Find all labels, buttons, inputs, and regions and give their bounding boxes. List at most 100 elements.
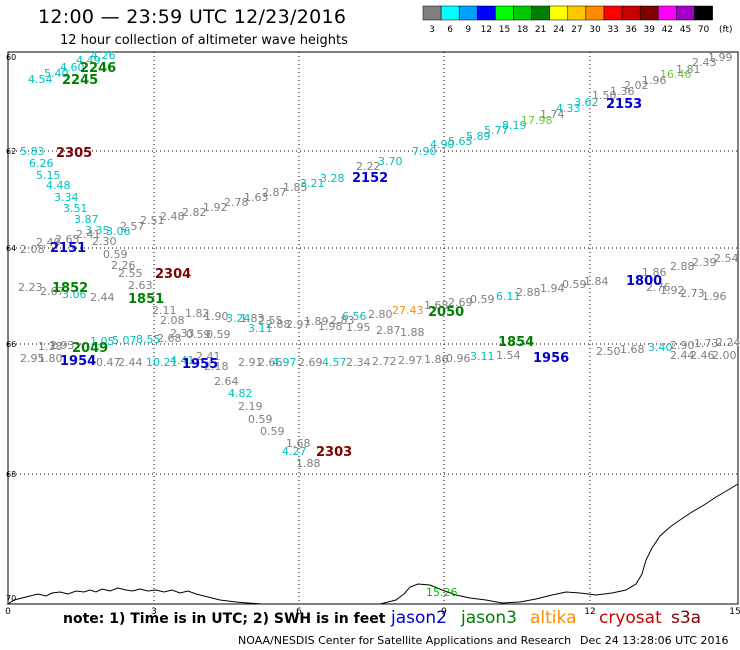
pass-time-label: 1956 (533, 351, 569, 366)
colorbar-unit: (ft) (719, 25, 733, 35)
colorbar-tick: 42 (662, 25, 673, 35)
x-tick-label: 3 (151, 607, 157, 617)
swh-value: 5.77 (484, 124, 509, 137)
swh-value: 1.68 (286, 437, 311, 450)
swh-value: 1.68 (424, 299, 449, 312)
swh-value: 4.41 (170, 354, 195, 367)
swh-value: 1.38 (38, 340, 63, 353)
swh-value: 3.21 (300, 177, 325, 190)
swh-value: 2.08 (20, 243, 45, 256)
pass-time-label: 2153 (606, 97, 642, 112)
swh-value: 1.95 (346, 321, 371, 334)
swh-value: 2.44 (670, 349, 695, 362)
swh-value: 2.34 (346, 356, 371, 369)
pass-time-label: 2305 (56, 146, 92, 161)
swh-value: 6.26 (29, 157, 54, 170)
swh-value: 2.19 (238, 400, 263, 413)
swh-value: 1.85 (283, 181, 308, 194)
swh-value: 2.87 (262, 186, 287, 199)
swh-value: 2.67 (40, 285, 65, 298)
swh-value: 2.08 (160, 314, 185, 327)
colorbar-tick: 45 (680, 25, 691, 35)
swh-value: 1.98 (318, 320, 343, 333)
swh-value: 2.11 (152, 304, 177, 317)
pass-time-label: 2152 (352, 171, 388, 186)
lat-lon-grid (8, 52, 738, 604)
swh-value: 5.07 (112, 334, 137, 347)
swh-value: 2.50 (596, 345, 621, 358)
swh-value: 2.72 (372, 355, 397, 368)
swh-value: 1.84 (584, 275, 609, 288)
swh-value: 8.19 (502, 119, 527, 132)
credit-line: NOAA/NESDIS Center for Satellite Applica… (238, 634, 572, 647)
swh-value: 3.51 (63, 202, 88, 215)
swh-value: 2.55 (118, 267, 143, 280)
swh-value: 1.86 (424, 353, 449, 366)
swh-value: 2.83 (330, 314, 355, 327)
swh-value: 0.59 (248, 413, 273, 426)
generated-timestamp: Dec 24 13:28:06 UTC 2016 (580, 634, 729, 647)
swh-value: 2.30 (92, 235, 117, 248)
swh-value: 1.74 (540, 108, 565, 121)
swh-value: 1.96 (702, 290, 727, 303)
swh-value: 2.88 (266, 318, 291, 331)
pass-time-label: 1954 (60, 354, 96, 369)
colorbar-tick: 36 (625, 25, 637, 35)
swh-value: 2.97 (398, 354, 423, 367)
swh-value: 2.41 (76, 228, 101, 241)
swh-value: 4.27 (282, 445, 307, 458)
swh-value: 2.78 (224, 196, 249, 209)
swh-value: 4.54 (28, 73, 53, 86)
page-title: 12:00 — 23:59 UTC 12/23/2016 (38, 6, 347, 28)
swh-value: 5.83 (20, 145, 45, 158)
swh-value: 1.92 (203, 201, 228, 214)
pass-time-label: 2246 (80, 61, 116, 76)
swh-value: 4.26 (91, 49, 116, 62)
coastline (6, 587, 263, 605)
swh-value: 2.23 (18, 281, 43, 294)
swh-value: 1.89 (304, 315, 329, 328)
y-tick-label: 70 (6, 594, 16, 603)
pass-time-label: 2303 (316, 445, 352, 460)
wave-height-colorbar: 3 6 9 12 15 18 21 24 27 30 33 36 39 42 45 70 (ft) (0, 0, 740, 40)
swh-value: 2.44 (90, 291, 115, 304)
swh-value: 5.89 (466, 130, 491, 143)
swh-value: 2.54 (714, 252, 739, 265)
swh-value: 1.50 (592, 89, 617, 102)
swh-value: 1.83 (240, 312, 265, 325)
colorbar-tick: 9 (465, 25, 471, 35)
swh-value: 2.22 (356, 160, 381, 173)
swh-value: 6.56 (342, 310, 367, 323)
swh-value: 3.11 (470, 350, 495, 363)
swh-value: 5.40 (44, 67, 69, 80)
swh-value: 1.81 (676, 63, 701, 76)
swh-value: 2.46 (690, 349, 715, 362)
y-tick-label: 66 (6, 340, 16, 349)
swh-value: 3.70 (378, 155, 403, 168)
swh-value: 2.64 (214, 375, 239, 388)
swh-value: 0.59 (260, 425, 285, 438)
y-tick-label: 62 (6, 147, 16, 156)
colorbar-tick: 18 (517, 25, 529, 35)
pass-time-label: 1852 (52, 281, 88, 296)
pass-time-label: 1955 (182, 357, 218, 372)
swh-value: 2.68 (157, 332, 182, 345)
swh-value: 3.40 (648, 341, 673, 354)
swh-value: 2.66 (258, 356, 283, 369)
swh-value: 2.73 (680, 287, 705, 300)
swh-value: 2.55 (258, 314, 283, 327)
x-tick-label: 9 (441, 607, 447, 617)
swh-value: 3.06 (106, 225, 131, 238)
swh-value: 3.62 (574, 96, 599, 109)
colorbar-tick: 24 (553, 25, 565, 35)
colorbar-swatch (694, 5, 713, 21)
swh-value: 2.57 (120, 220, 145, 233)
x-tick-label: 0 (5, 607, 11, 617)
pass-time-label: 1800 (626, 274, 662, 289)
colorbar-tick: 30 (589, 25, 601, 35)
page-subtitle: 12 hour collection of altimeter wave hei… (60, 33, 348, 48)
swh-value: 1.82 (185, 307, 210, 320)
y-tick-label: 68 (6, 470, 16, 479)
x-tick-label: 12 (584, 607, 595, 617)
swh-value: 1.36 (610, 85, 635, 98)
